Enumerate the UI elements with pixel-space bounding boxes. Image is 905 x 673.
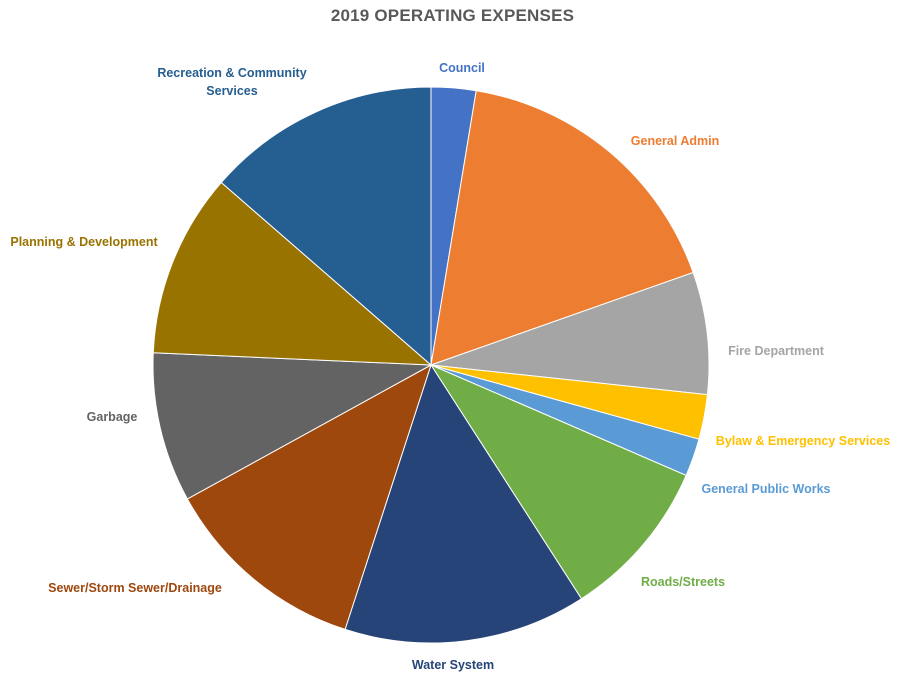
pie-slice-recreation-and-community-services <box>220 86 432 367</box>
pie-label-sewer-storm-sewer-drainage: Sewer/Storm Sewer/Drainage <box>48 581 222 595</box>
pie-label-water-system: Water System <box>412 658 494 672</box>
pie-label-recreation-and-community-services: Recreation & Community Services <box>157 66 306 98</box>
pie-label-general-public-works: General Public Works <box>702 482 831 496</box>
pie-label-roads-streets: Roads/Streets <box>641 575 725 589</box>
pie-slice-fire-department <box>430 271 710 396</box>
pie-slice-sewer-storm-sewer-drainage <box>186 363 432 631</box>
pie-slice-garbage <box>152 352 433 500</box>
pie-slice-water-system <box>344 363 583 644</box>
chart-title: 2019 OPERATING EXPENSES <box>330 6 575 25</box>
pie-slice-planning-and-development <box>152 181 433 366</box>
pie-label-council: Council <box>439 61 485 75</box>
pie-slice-roads-streets <box>429 363 687 600</box>
pie-label-bylaw-and-emergency-services: Bylaw & Emergency Services <box>716 434 890 448</box>
pie-slices <box>152 86 710 644</box>
pie-label-garbage: Garbage <box>87 410 138 424</box>
pie-label-planning-and-development: Planning & Development <box>10 235 158 249</box>
pie-labels: Council General Admin Fire Department Bylaw… <box>10 61 890 672</box>
pie-label-fire-department: Fire Department <box>728 344 825 358</box>
pie-label-general-admin: General Admin <box>631 134 719 148</box>
pie-slice-general-admin <box>430 90 694 366</box>
